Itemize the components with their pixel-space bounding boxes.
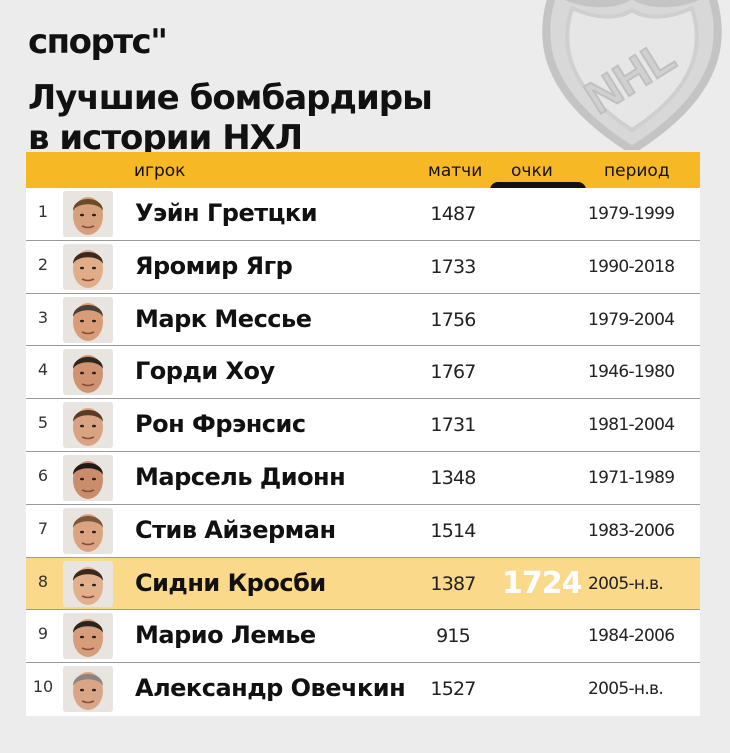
period-cell: 1979-2004 (588, 309, 675, 330)
table-row: 5 Рон Фрэнсис 1731 1798 1981-2004 (26, 399, 700, 452)
games-cell: 1733 (430, 255, 476, 278)
rank-cell: 2 (37, 254, 49, 274)
rank-cell: 6 (37, 466, 49, 485)
rank-cell: 7 (37, 518, 49, 538)
rank-cell: 5 (37, 413, 49, 433)
player-photo (63, 191, 113, 237)
title-line-1: Лучшие бомбардиры (28, 78, 433, 118)
points-cell: 1771 (502, 460, 583, 495)
rank-cell: 9 (37, 624, 49, 644)
player-name: Сидни Кросби (135, 568, 326, 597)
points-cell: 1724 (502, 565, 583, 601)
page-title: Лучшие бомбардиры в истории НХЛ (28, 78, 433, 158)
points-cell: 1798 (502, 407, 583, 443)
points-cell: 1850 (502, 354, 583, 390)
points-cell: 1755 (502, 512, 583, 548)
period-cell: 1984-2006 (588, 626, 675, 647)
player-name: Стив Айзерман (135, 515, 336, 544)
header-points: очки (511, 161, 553, 181)
header-games: матчи (428, 161, 483, 181)
player-name: Рон Фрэнсис (135, 410, 306, 439)
games-cell: 1767 (430, 361, 476, 384)
games-cell: 915 (436, 625, 471, 648)
games-cell: 1487 (430, 203, 476, 225)
period-cell: 2005-н.в. (588, 573, 664, 594)
points-cell: 1921 (502, 248, 583, 284)
games-cell: 1527 (430, 678, 476, 701)
player-photo (63, 349, 113, 396)
table-row: 4 Горди Хоу 1767 1850 1946-1980 (26, 346, 700, 400)
player-photo (63, 666, 113, 713)
points-cell: 1887 (502, 301, 583, 337)
games-cell: 1387 (430, 572, 476, 595)
player-photo (63, 560, 113, 607)
points-cell: 1654 (502, 671, 583, 707)
table-row: 6 Марсель Дионн 1348 1771 1971-1989 (26, 452, 700, 505)
brand-logo: спортс" (28, 22, 168, 62)
period-cell: 1983-2006 (588, 520, 675, 541)
player-photo (63, 243, 113, 290)
player-name: Горди Хоу (135, 357, 275, 386)
table-row: 7 Стив Айзерман 1514 1755 1983-2006 (26, 504, 700, 558)
player-name: Уэйн Гретцки (135, 199, 318, 227)
player-photo (63, 507, 113, 554)
points-cell: 2857 (502, 196, 583, 231)
player-name: Марсель Дионн (135, 463, 346, 491)
table-row: 1 Уэйн Гретцки 1487 2857 1979-1999 (26, 188, 700, 241)
player-name: Александр Овечкин (135, 674, 406, 703)
table-row: 10 Александр Овечкин 1527 1654 2005-н.в. (26, 663, 700, 716)
period-cell: 1981-2004 (588, 415, 675, 436)
games-cell: 1731 (430, 414, 476, 437)
points-cell: 1723 (502, 618, 583, 654)
period-cell: 1979-1999 (588, 204, 675, 224)
rank-cell: 8 (37, 571, 49, 591)
scorers-table: игрок матчи очки период 1 Уэйн Гретцки 148… (26, 152, 700, 716)
nhl-shield-logo: NHL (542, 0, 722, 150)
rank-cell: 1 (37, 202, 49, 221)
player-photo (63, 296, 113, 343)
title-line-2: в истории НХЛ (28, 118, 303, 158)
player-name: Яромир Ягр (135, 251, 293, 280)
games-cell: 1348 (430, 467, 476, 489)
table-row: 2 Яромир Ягр 1733 1921 1990-2018 (26, 240, 700, 294)
header-period: период (604, 161, 670, 181)
games-cell: 1514 (430, 519, 476, 542)
table-header: игрок матчи очки период (26, 152, 700, 188)
player-photo (63, 402, 113, 449)
table-row: 8 Сидни Кросби 1387 1724 2005-н.в. (26, 557, 700, 611)
header-player: игрок (134, 161, 186, 181)
rank-cell: 3 (37, 307, 49, 327)
period-cell: 1971-1989 (588, 468, 675, 488)
player-name: Марк Мессье (135, 304, 312, 333)
period-cell: 1946-1980 (588, 362, 675, 383)
period-cell: 1990-2018 (588, 256, 675, 277)
player-photo (63, 613, 113, 660)
rank-cell: 4 (37, 360, 49, 380)
table-row: 9 Марио Лемье 915 1723 1984-2006 (26, 610, 700, 664)
period-cell: 2005-н.в. (588, 679, 664, 700)
rank-cell: 10 (32, 677, 54, 697)
player-name: Марио Лемье (135, 621, 316, 650)
player-photo (63, 455, 113, 501)
games-cell: 1756 (430, 308, 476, 331)
table-row: 3 Марк Мессье 1756 1887 1979-2004 (26, 293, 700, 347)
